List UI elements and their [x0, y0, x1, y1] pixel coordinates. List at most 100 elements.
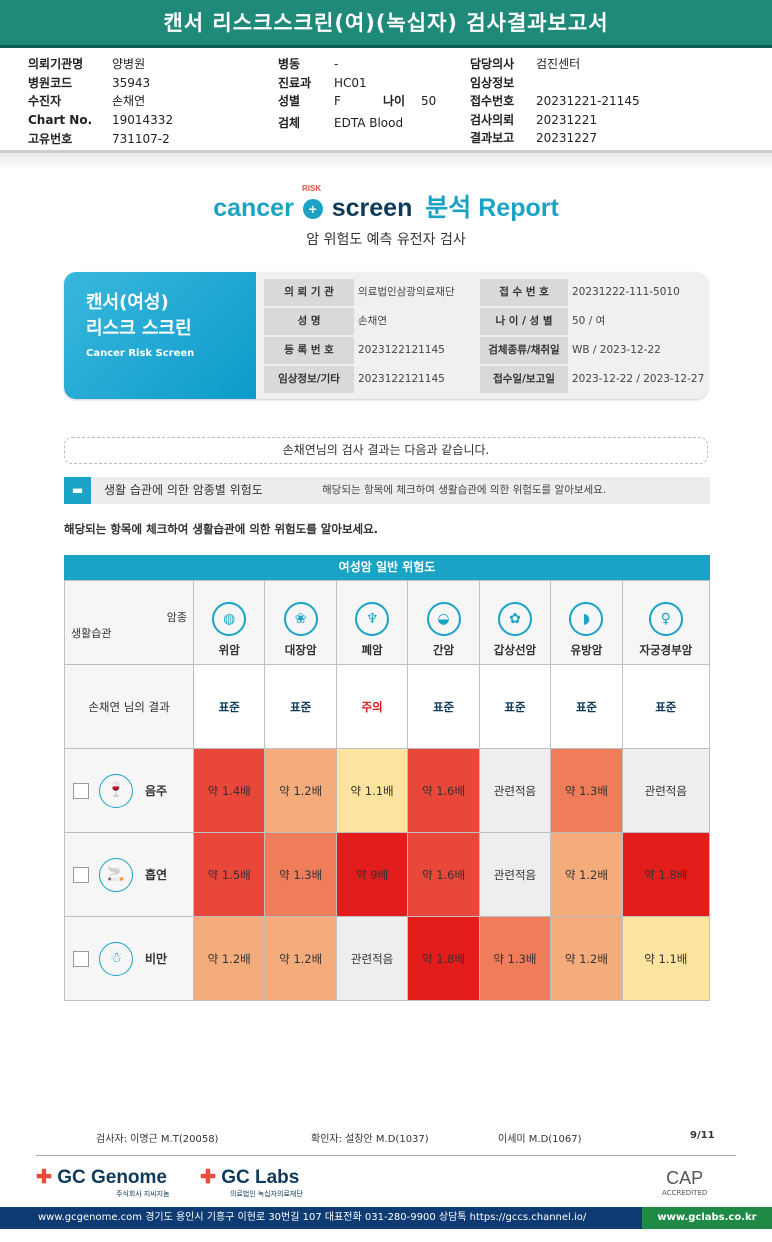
age-label: 나이: [383, 94, 406, 108]
result-cell: 표준: [621, 664, 711, 749]
risk-cell: 약 1.4배: [192, 748, 266, 833]
result-cell: 주의: [335, 664, 409, 749]
card-label: 의 뢰 기 관: [264, 279, 354, 306]
gc-genome-logo: ✚ GC Genome 주식회사 지씨지놈: [36, 1166, 169, 1199]
header-value: 20231221-21145: [536, 94, 640, 108]
section-bar: ▬ 생활 습관에 의한 암종별 위험도 해당되는 항목에 체크하여 생활습관에 …: [64, 477, 710, 504]
card-label: 검체종류/채취일: [480, 337, 568, 364]
logo-screen: screen: [331, 194, 413, 222]
cap-logo: CAP ACCREDITED: [662, 1168, 707, 1197]
brand-labs-sub: 의료법인 녹십자의료재단: [230, 1191, 303, 1198]
cancer-header: ✿ 갑상선암: [478, 580, 552, 665]
header-value: HC01: [334, 75, 367, 90]
risk-cell: 약 1.1배: [621, 916, 711, 1001]
habit-name: 비만: [145, 952, 168, 966]
risk-cell: 약 1.2배: [264, 916, 337, 1001]
header-label: 병동: [278, 57, 301, 71]
header-value: 731107-2: [112, 132, 170, 146]
age-value: 50: [421, 94, 437, 108]
cancer-name: 자궁경부암: [639, 643, 693, 657]
organ-icon: ♀: [648, 602, 683, 636]
risk-cell: 관련적음: [335, 916, 409, 1001]
header-label: 병원코드: [28, 75, 73, 90]
cancer-header: ◍ 위암: [192, 580, 266, 665]
header-field: 의뢰기관명 양병원: [28, 55, 145, 74]
header-field: 병원코드 35943: [28, 74, 150, 93]
risk-cell: 약 1.6배: [407, 748, 480, 833]
card-value: 20231222-111-5010: [572, 286, 680, 298]
habit-icon: 🚬: [99, 857, 133, 892]
risk-cell: 관련적음: [478, 832, 552, 917]
habit-checkbox[interactable]: [73, 782, 89, 799]
header-value: F: [334, 94, 341, 108]
header-age: 나이 50: [383, 92, 436, 111]
header-value: -: [334, 57, 339, 71]
card-label: 성 명: [264, 308, 354, 335]
habit-checkbox[interactable]: [73, 950, 89, 967]
result-cell: 표준: [550, 664, 623, 749]
header-value: 20231227: [536, 131, 598, 145]
bed-icon: ▬: [64, 477, 91, 504]
subtitle: 암 위험도 예측 유전자 검사: [306, 232, 466, 248]
table-title: 여성암 일반 위험도: [64, 555, 710, 580]
logo-cancer: cancer: [213, 194, 294, 222]
card-value: 2023122121145: [358, 373, 445, 385]
header-label: 수진자: [28, 94, 62, 108]
header-value: 양병원: [112, 57, 146, 71]
header-label: 고유번호: [28, 132, 73, 146]
section-title: 생활 습관에 의한 암종별 위험도: [104, 483, 263, 497]
risk-cell: 약 1.5배: [192, 832, 266, 917]
cancer-header: ◗ 유방암: [550, 580, 623, 665]
habit-name: 음주: [145, 784, 168, 798]
organ-icon: ❀: [283, 602, 318, 636]
header-field: Chart No. 19014332: [28, 111, 173, 130]
risk-cell: 관련적음: [478, 748, 552, 833]
risk-cell: 약 1.1배: [335, 748, 409, 833]
corner-cancer: 암종: [166, 611, 187, 624]
logo-risk: RISK: [302, 184, 322, 193]
card-value: 의료법인삼광의료재단: [358, 286, 455, 298]
address: www.gcgenome.com 경기도 용인시 기흥구 이현로 30번길 10…: [38, 1212, 587, 1223]
page-number: 9/11: [690, 1130, 715, 1141]
risk-cell: 관련적음: [621, 748, 711, 833]
header-field: 고유번호 731107-2: [28, 130, 170, 149]
result-cell: 표준: [264, 664, 337, 749]
header-field: 검사의뢰 20231221: [470, 111, 597, 130]
site-link[interactable]: www.gclabs.co.kr: [642, 1207, 772, 1229]
second-confirmer: 이세미 M.D(1067): [498, 1134, 582, 1145]
header-value: 35943: [112, 75, 151, 90]
habit-checkbox[interactable]: [73, 866, 89, 883]
header-field: 수진자 손채연: [28, 92, 145, 111]
result-cell: 표준: [192, 664, 266, 749]
result-cell: 표준: [478, 664, 552, 749]
plus-icon: +: [302, 199, 323, 219]
risk-cell: 약 1.2배: [264, 748, 337, 833]
card-banner: 캔서(여성) 리스크 스크린 Cancer Risk Screen: [64, 272, 256, 399]
header-label: 성별: [278, 94, 301, 108]
risk-cell: 약 1.2배: [192, 916, 266, 1001]
header-value: 검진센터: [536, 57, 581, 71]
risk-cell: 약 9배: [335, 832, 409, 917]
organ-icon: ◗: [569, 602, 604, 636]
habit-header: 🚬 흡연: [64, 832, 194, 917]
risk-cell: 약 1.8배: [621, 832, 711, 917]
risk-cell: 약 1.3배: [264, 832, 337, 917]
info-card: 캔서(여성) 리스크 스크린 Cancer Risk Screen 의 뢰 기 …: [64, 272, 708, 399]
cap-sub: ACCREDITED: [662, 1189, 708, 1197]
header-label: 임상정보: [470, 75, 515, 90]
card-value: 50 / 여: [572, 315, 606, 327]
card-value: 손채연: [358, 315, 387, 327]
habit-icon: ☃: [99, 941, 133, 976]
card-label: 임상정보/기타: [264, 366, 354, 393]
card-value: 2023122121145: [358, 344, 445, 356]
header-value: 손채연: [112, 94, 146, 108]
header-label: Chart No.: [28, 112, 93, 127]
header-field: 병동 -: [278, 55, 338, 74]
header-label: 담당의사: [470, 57, 515, 71]
risk-cell: 약 1.2배: [550, 916, 623, 1001]
result-label: 손채연 님의 결과: [64, 664, 194, 749]
header-label: 진료과: [278, 75, 312, 90]
cancer-name: 위암: [218, 643, 240, 657]
table-corner: 암종 생활습관: [64, 580, 194, 665]
cancer-name: 폐암: [361, 643, 383, 657]
